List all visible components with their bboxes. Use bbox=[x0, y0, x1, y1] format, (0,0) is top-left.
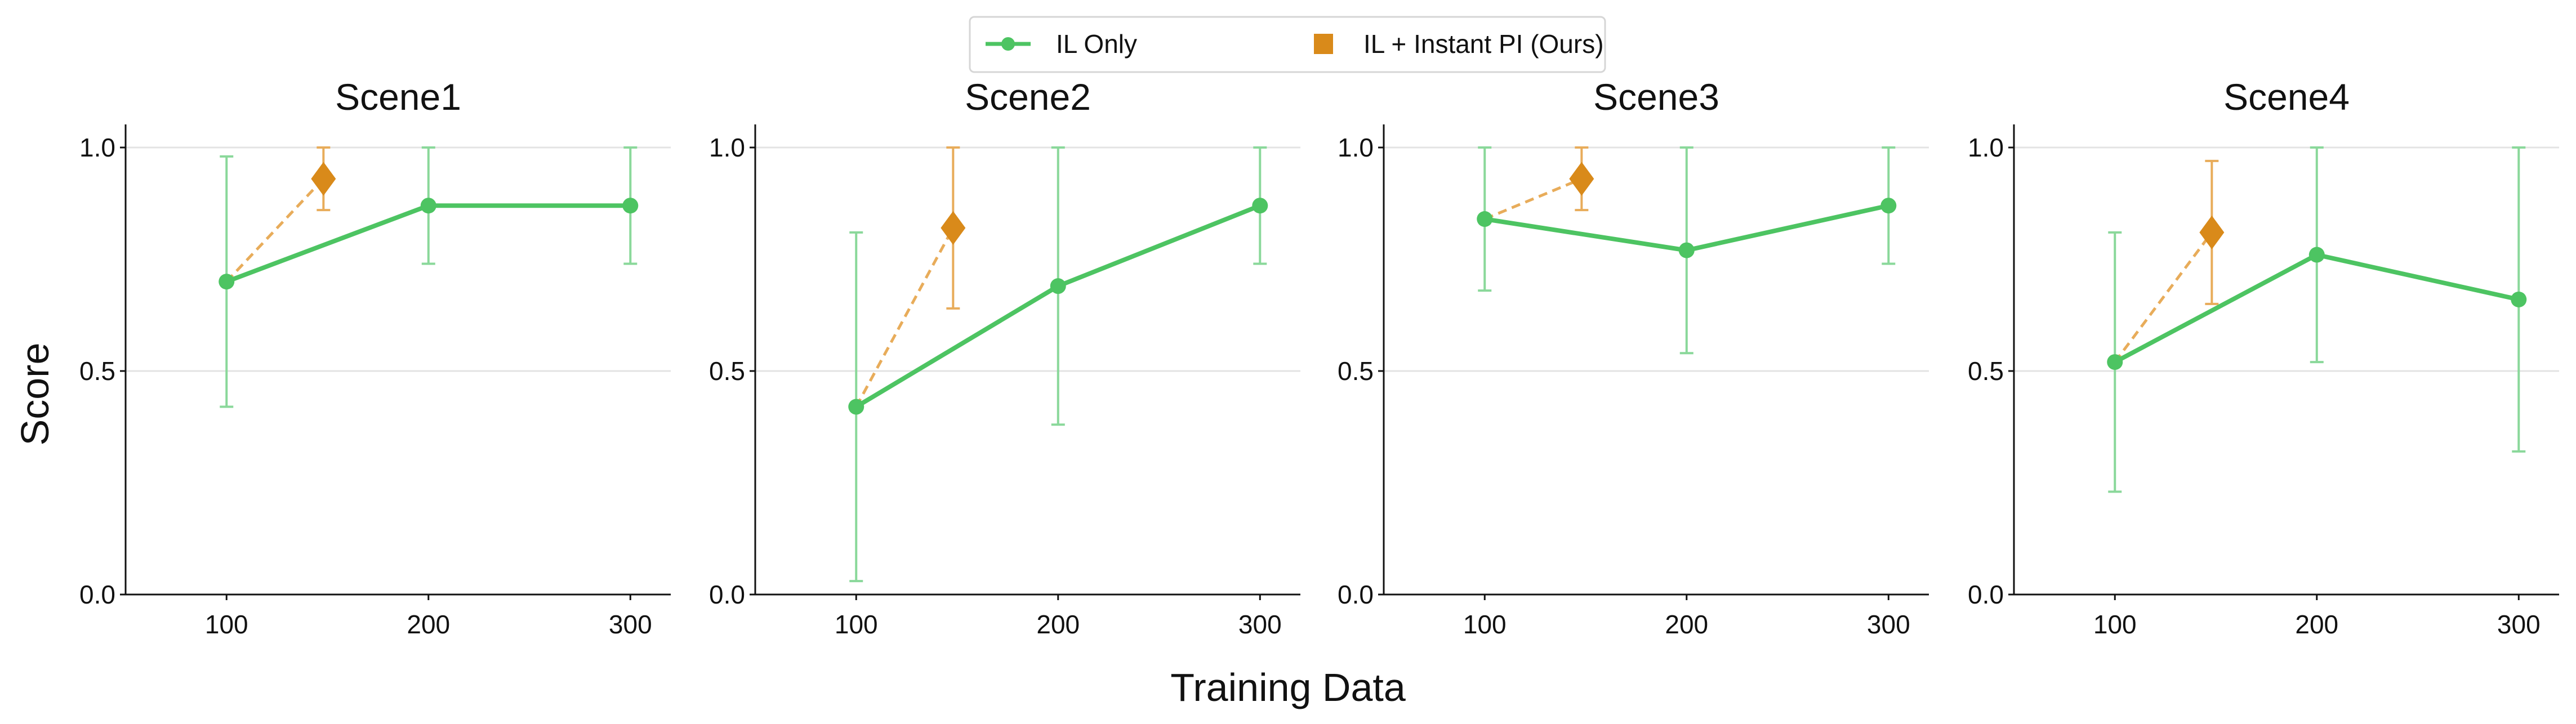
legend: IL Only IL + Instant PI (Ours) bbox=[969, 16, 1606, 73]
x-tick-label: 100 bbox=[205, 610, 248, 639]
il-point bbox=[2107, 354, 2123, 370]
x-tick-label: 300 bbox=[609, 610, 652, 639]
panel-title: Scene2 bbox=[965, 76, 1091, 118]
x-tick-label: 100 bbox=[1463, 610, 1507, 639]
pi-dashed-line bbox=[225, 177, 325, 283]
il-point bbox=[1678, 242, 1695, 258]
panel-title: Scene1 bbox=[335, 76, 461, 118]
panel-title: Scene3 bbox=[1593, 76, 1719, 118]
il-point bbox=[1477, 211, 1493, 227]
y-tick-label: 1.0 bbox=[79, 133, 115, 162]
y-tick-label: 0.0 bbox=[1968, 580, 2004, 609]
pi-dashed-line bbox=[855, 227, 955, 408]
x-tick-label: 100 bbox=[2093, 610, 2137, 639]
pi-point bbox=[1569, 162, 1594, 196]
y-tick-label: 0.5 bbox=[709, 356, 745, 386]
il-point bbox=[420, 198, 436, 214]
il-point bbox=[1880, 198, 1897, 214]
panel-4: Scene4 0.0 0.5 1.0 100 200 300 bbox=[1968, 76, 2559, 639]
y-tick-label: 0.0 bbox=[79, 580, 115, 609]
pi-dashed-line bbox=[2114, 231, 2213, 363]
y-tick-label: 1.0 bbox=[1968, 133, 2004, 162]
pi-dashed-line bbox=[1484, 177, 1583, 221]
il-point bbox=[2511, 291, 2527, 307]
x-tick-label: 200 bbox=[2295, 610, 2338, 639]
x-tick-label: 300 bbox=[1238, 610, 1282, 639]
panel-1: Scene1 0.0 0.5 1.0 100 200 300 bbox=[79, 76, 671, 639]
il-point bbox=[1050, 278, 1066, 294]
il-point bbox=[1252, 198, 1268, 214]
x-tick-label: 300 bbox=[1867, 610, 1910, 639]
y-tick-label: 0.5 bbox=[79, 356, 115, 386]
panel-2: Scene2 0.0 0.5 1.0 100 200 300 bbox=[709, 76, 1300, 639]
x-tick-label: 200 bbox=[1665, 610, 1708, 639]
y-tick-label: 1.0 bbox=[709, 133, 745, 162]
x-axis-label: Training Data bbox=[1170, 665, 1406, 709]
y-tick-label: 0.0 bbox=[1338, 580, 1374, 609]
il-point bbox=[622, 198, 639, 214]
pi-point bbox=[311, 162, 336, 196]
legend-il-marker bbox=[1001, 37, 1015, 51]
y-tick-label: 0.5 bbox=[1968, 356, 2004, 386]
pi-point bbox=[941, 211, 966, 245]
y-tick-label: 0.0 bbox=[709, 580, 745, 609]
legend-pi-label: IL + Instant PI (Ours) bbox=[1363, 29, 1604, 59]
il-point bbox=[848, 399, 864, 415]
x-tick-label: 200 bbox=[1036, 610, 1080, 639]
panel-title: Scene4 bbox=[2223, 76, 2350, 118]
pi-point bbox=[2199, 215, 2225, 249]
legend-il-label: IL Only bbox=[1056, 29, 1137, 59]
x-tick-label: 100 bbox=[835, 610, 878, 639]
y-tick-label: 0.5 bbox=[1338, 356, 1374, 386]
x-tick-label: 300 bbox=[2497, 610, 2541, 639]
legend-frame bbox=[969, 16, 1606, 73]
il-point bbox=[219, 274, 235, 290]
y-axis-label: Score bbox=[13, 343, 57, 446]
il-point bbox=[2308, 247, 2325, 263]
y-tick-label: 1.0 bbox=[1338, 133, 1374, 162]
x-tick-label: 200 bbox=[407, 610, 450, 639]
panel-3: Scene3 0.0 0.5 1.0 100 200 300 bbox=[1338, 76, 1929, 639]
legend-pi-marker bbox=[1314, 34, 1333, 54]
